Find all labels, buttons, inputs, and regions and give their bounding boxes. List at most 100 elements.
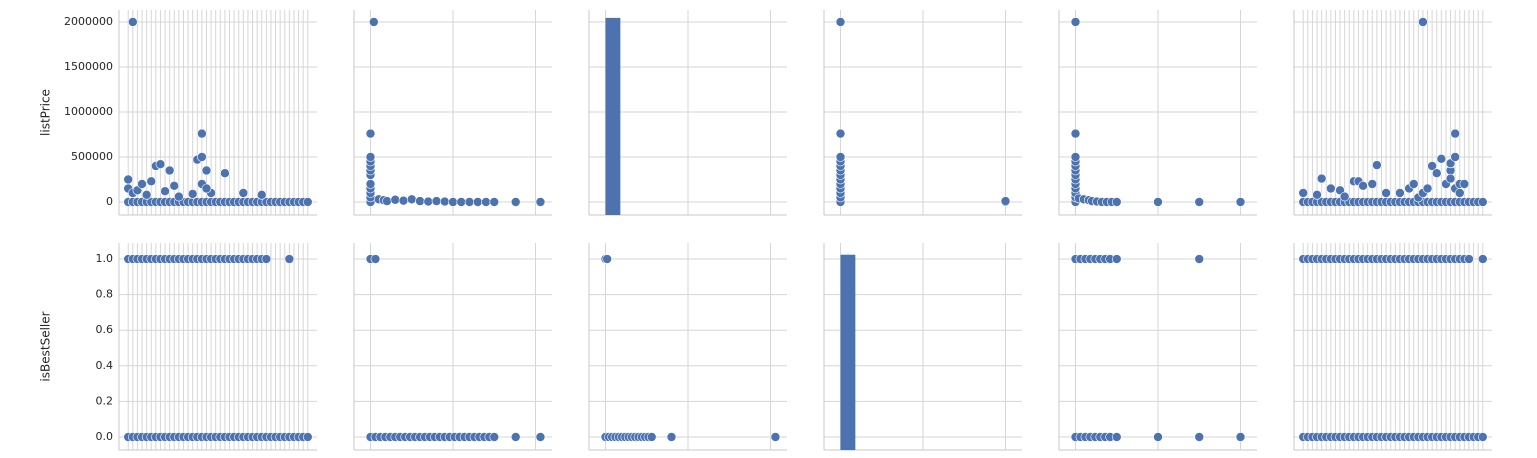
- y-tick-label: 0: [106, 195, 113, 208]
- hist-bar: [840, 254, 856, 450]
- point: [187, 189, 198, 199]
- point: [220, 168, 230, 179]
- point: [456, 197, 467, 207]
- point: [390, 194, 401, 205]
- y-tick-label: 1000000: [64, 105, 113, 118]
- point: [489, 432, 500, 442]
- point: [602, 254, 612, 264]
- point: [1111, 254, 1122, 264]
- y-tick-label: 1.0: [96, 252, 114, 265]
- point: [835, 152, 846, 162]
- point: [1316, 173, 1327, 184]
- point: [1070, 128, 1081, 139]
- point: [1477, 254, 1488, 264]
- point: [1298, 188, 1309, 198]
- point: [1431, 168, 1442, 179]
- point: [302, 432, 313, 442]
- point: [365, 179, 376, 189]
- point: [160, 186, 170, 197]
- point: [1450, 128, 1460, 139]
- point: [197, 152, 207, 162]
- point: [146, 176, 157, 187]
- point: [1194, 432, 1205, 442]
- point: [1427, 161, 1437, 171]
- point: [1070, 17, 1081, 27]
- point: [137, 179, 147, 189]
- point: [835, 128, 846, 139]
- point: [535, 432, 546, 442]
- point: [123, 174, 134, 185]
- point: [439, 196, 450, 207]
- point: [1418, 17, 1428, 27]
- point: [1326, 183, 1336, 194]
- point: [1450, 152, 1460, 162]
- point: [770, 432, 781, 442]
- point: [510, 197, 521, 207]
- point: [472, 197, 483, 207]
- point: [1153, 432, 1163, 442]
- point: [448, 197, 458, 207]
- point: [197, 128, 207, 139]
- hist-bar: [605, 17, 621, 216]
- y-tick-label: 0.8: [96, 288, 114, 301]
- point: [510, 432, 521, 442]
- point: [464, 197, 475, 207]
- point: [238, 188, 249, 198]
- point: [1153, 197, 1163, 207]
- point: [431, 196, 442, 206]
- point: [1372, 160, 1382, 170]
- point: [1464, 254, 1474, 264]
- y-tick-label: 1500000: [64, 60, 113, 73]
- point: [256, 190, 267, 200]
- point: [1477, 432, 1488, 442]
- y-tick-label: 0.4: [96, 359, 114, 372]
- point: [284, 254, 295, 264]
- point: [1194, 254, 1205, 264]
- point: [535, 197, 546, 207]
- point: [141, 190, 152, 200]
- point: [489, 197, 500, 207]
- point: [423, 196, 434, 207]
- point: [1194, 197, 1205, 207]
- y-tick-label: 500000: [71, 150, 113, 163]
- point: [302, 197, 313, 207]
- point: [169, 181, 180, 191]
- point: [1477, 197, 1488, 207]
- point: [398, 195, 409, 206]
- point: [368, 17, 379, 27]
- point: [646, 432, 657, 442]
- point: [835, 17, 846, 27]
- point: [370, 254, 381, 264]
- point: [128, 17, 138, 27]
- y-tick-label: 2000000: [64, 15, 113, 28]
- point: [201, 165, 212, 176]
- point: [1454, 188, 1465, 198]
- point: [1312, 190, 1322, 200]
- point: [1367, 179, 1378, 189]
- point: [1235, 197, 1246, 207]
- point: [174, 191, 184, 202]
- point: [155, 159, 166, 170]
- point: [1111, 197, 1122, 207]
- point: [164, 165, 175, 176]
- point: [1445, 173, 1456, 184]
- point: [1422, 183, 1433, 194]
- point: [1395, 188, 1405, 198]
- point: [365, 128, 376, 139]
- y-tick-label: 0.2: [96, 394, 114, 407]
- point: [1339, 191, 1350, 202]
- point: [406, 194, 417, 205]
- point: [382, 196, 392, 206]
- y-tick-label: 0.6: [96, 323, 114, 336]
- y-tick-label: 0.0: [96, 430, 114, 443]
- point: [666, 432, 677, 442]
- point: [1000, 196, 1011, 206]
- point: [1070, 152, 1081, 162]
- point: [1235, 432, 1246, 442]
- point: [1111, 432, 1122, 442]
- point: [201, 183, 212, 194]
- point: [1408, 179, 1419, 189]
- point: [261, 254, 272, 264]
- point: [1381, 188, 1391, 198]
